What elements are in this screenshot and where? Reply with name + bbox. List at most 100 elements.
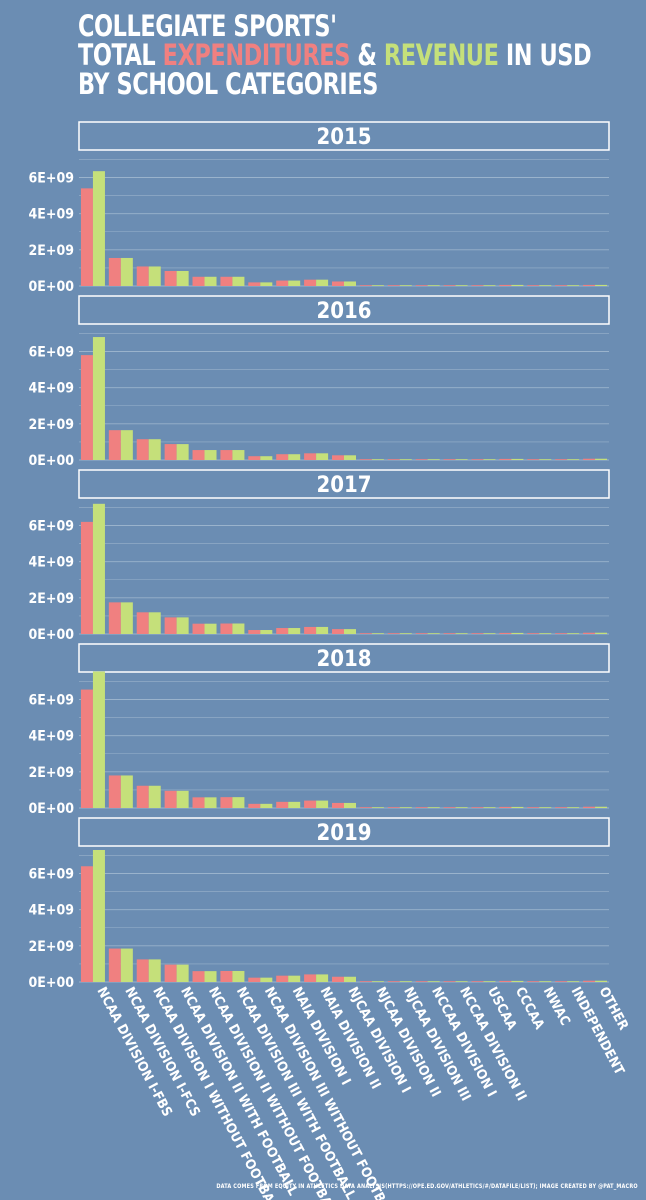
facet-label: 2015 xyxy=(316,125,371,150)
bar-expenditures xyxy=(220,623,233,634)
bar-expenditures xyxy=(332,281,344,286)
bar-expenditures xyxy=(332,976,344,982)
bar-revenue xyxy=(288,801,301,808)
facet-label: 2017 xyxy=(316,473,371,498)
bar-expenditures xyxy=(471,981,484,982)
bar-revenue xyxy=(595,980,608,982)
bar-revenue xyxy=(539,285,552,286)
bar-revenue xyxy=(371,807,384,808)
bar-expenditures xyxy=(359,807,372,808)
title-line-1: COLLEGIATE SPORTS' xyxy=(78,9,337,43)
bar-revenue xyxy=(176,617,189,634)
bar-revenue xyxy=(176,964,189,982)
bar-expenditures xyxy=(555,285,568,286)
bar-revenue xyxy=(371,981,384,982)
bar-revenue xyxy=(120,775,133,808)
bar-revenue xyxy=(427,633,440,634)
bar-expenditures xyxy=(555,633,568,634)
y-tick-label: 0E+00 xyxy=(29,627,75,643)
bar-revenue xyxy=(232,797,245,808)
facet-strip xyxy=(78,643,610,673)
bar-revenue xyxy=(567,807,580,808)
bar-expenditures xyxy=(443,633,456,634)
bar-expenditures xyxy=(80,521,93,634)
bar-revenue xyxy=(371,285,384,286)
bar-revenue xyxy=(148,612,161,634)
bar-expenditures xyxy=(164,444,177,460)
bar-revenue xyxy=(260,803,273,808)
bar-expenditures xyxy=(555,807,568,808)
y-tick-label: 2E+09 xyxy=(29,417,74,433)
bar-expenditures xyxy=(136,612,149,634)
bar-revenue xyxy=(288,628,301,634)
y-tick-label: 2E+09 xyxy=(29,243,74,259)
bar-expenditures xyxy=(499,806,512,808)
bar-revenue xyxy=(371,459,384,460)
bar-expenditures xyxy=(471,285,484,286)
bar-expenditures xyxy=(192,276,205,286)
y-tick-label: 2E+09 xyxy=(29,765,74,781)
bar-expenditures xyxy=(583,632,596,634)
bar-expenditures xyxy=(164,270,177,286)
bar-revenue xyxy=(483,459,496,460)
bar-expenditures xyxy=(471,459,484,460)
y-tick-label: 6E+09 xyxy=(29,867,74,883)
bar-expenditures xyxy=(332,629,344,634)
bar-expenditures xyxy=(220,797,233,808)
bar-expenditures xyxy=(332,455,344,460)
bar-revenue xyxy=(260,282,273,286)
bar-revenue xyxy=(288,454,301,460)
bar-expenditures xyxy=(359,459,372,460)
bar-expenditures xyxy=(248,282,261,286)
bar-expenditures xyxy=(555,459,568,460)
bar-revenue xyxy=(511,806,524,808)
bar-revenue xyxy=(483,807,496,808)
title-total: TOTAL xyxy=(78,38,163,72)
bar-expenditures xyxy=(443,459,456,460)
bar-revenue xyxy=(595,458,608,460)
bar-expenditures xyxy=(471,633,484,634)
bar-expenditures xyxy=(359,285,372,286)
facet-strip xyxy=(78,469,610,499)
bar-revenue xyxy=(92,850,105,982)
bar-revenue xyxy=(455,981,468,982)
bar-revenue xyxy=(148,266,161,286)
bar-revenue xyxy=(288,280,301,286)
y-tick-label: 4E+09 xyxy=(29,555,74,571)
y-tick-label: 0E+00 xyxy=(29,279,75,295)
bar-revenue xyxy=(511,632,524,634)
y-tick-label: 0E+00 xyxy=(29,975,75,991)
bar-revenue xyxy=(595,806,608,808)
bar-expenditures xyxy=(443,807,456,808)
bar-revenue xyxy=(232,623,245,634)
bar-revenue xyxy=(399,285,412,286)
bar-expenditures xyxy=(192,971,205,982)
bar-revenue xyxy=(399,459,412,460)
bar-expenditures xyxy=(248,977,261,982)
bar-expenditures xyxy=(80,355,93,460)
bar-revenue xyxy=(232,276,245,286)
y-tick-label: 4E+09 xyxy=(29,381,74,397)
y-tick-label: 6E+09 xyxy=(29,693,74,709)
bar-expenditures xyxy=(248,456,261,460)
y-tick-label: 6E+09 xyxy=(29,519,74,535)
bar-expenditures xyxy=(164,964,177,982)
bar-expenditures xyxy=(583,458,596,460)
bar-revenue xyxy=(316,453,329,460)
facet-label: 2018 xyxy=(316,647,371,672)
bar-expenditures xyxy=(80,866,93,982)
bar-revenue xyxy=(539,633,552,634)
bar-revenue xyxy=(148,785,161,808)
bar-revenue xyxy=(483,633,496,634)
bar-revenue xyxy=(120,602,133,634)
bar-expenditures xyxy=(220,970,233,982)
bar-expenditures xyxy=(499,980,512,982)
bar-revenue xyxy=(176,790,189,808)
bar-expenditures xyxy=(415,807,428,808)
bar-revenue xyxy=(316,800,329,808)
y-tick-label: 4E+09 xyxy=(29,903,74,919)
bar-revenue xyxy=(455,285,468,286)
bar-revenue xyxy=(232,970,245,982)
bar-revenue xyxy=(176,270,189,286)
